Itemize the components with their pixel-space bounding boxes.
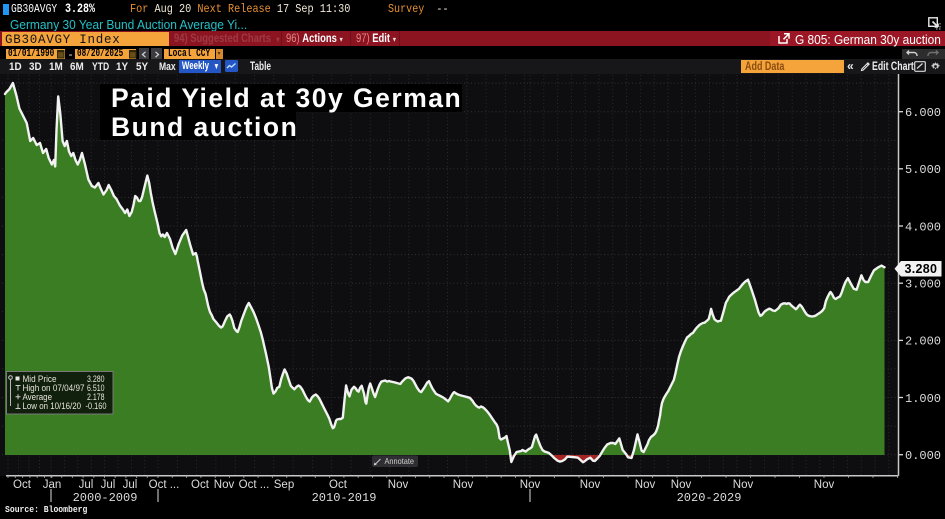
- svg-text:2.178: 2.178: [87, 392, 105, 402]
- svg-text:6.000: 6.000: [905, 106, 941, 120]
- svg-text:2020-2029: 2020-2029: [677, 491, 742, 505]
- svg-text:2.000: 2.000: [905, 335, 941, 349]
- svg-text:Oct: Oct: [329, 479, 348, 491]
- svg-text:Average: Average: [23, 392, 53, 402]
- svg-text:-0.160: -0.160: [86, 401, 107, 411]
- svg-text:Nov: Nov: [453, 479, 474, 491]
- svg-text:Oct ...: Oct ...: [149, 479, 180, 491]
- svg-text:Oct: Oct: [191, 479, 210, 491]
- svg-text:Nov: Nov: [580, 479, 601, 491]
- svg-text:Bund auction: Bund auction: [111, 112, 298, 142]
- svg-text:4.000: 4.000: [905, 220, 941, 234]
- svg-text:Mid Price: Mid Price: [23, 374, 57, 384]
- svg-text:Nov: Nov: [733, 479, 754, 491]
- svg-text:5.000: 5.000: [905, 163, 941, 177]
- svg-text:3.280: 3.280: [905, 262, 938, 276]
- svg-text:Paid Yield at 30y German: Paid Yield at 30y German: [111, 83, 462, 113]
- svg-text:2000-2009: 2000-2009: [73, 491, 138, 505]
- svg-text:Oct ...: Oct ...: [239, 479, 270, 491]
- svg-text:Nov: Nov: [635, 479, 656, 491]
- svg-text:Nov: Nov: [388, 479, 409, 491]
- svg-text:Nov: Nov: [814, 479, 835, 491]
- svg-text:Nov: Nov: [671, 479, 692, 491]
- svg-text:Oct: Oct: [13, 479, 32, 491]
- svg-text:6.510: 6.510: [87, 383, 105, 393]
- svg-text:0.000: 0.000: [905, 449, 941, 463]
- svg-text:Nov: Nov: [214, 479, 235, 491]
- svg-text:Low on 10/16/20: Low on 10/16/20: [23, 401, 82, 411]
- svg-text:High on 07/04/97: High on 07/04/97: [23, 383, 85, 393]
- svg-text:Jul: Jul: [123, 479, 138, 491]
- svg-text:2010-2019: 2010-2019: [312, 491, 377, 505]
- svg-text:Annotate: Annotate: [385, 456, 415, 466]
- svg-text:3.000: 3.000: [905, 278, 941, 292]
- svg-text:Jul: Jul: [79, 479, 94, 491]
- svg-text:1.000: 1.000: [905, 392, 941, 406]
- svg-text:Jul: Jul: [101, 479, 116, 491]
- svg-text:Jan: Jan: [43, 479, 62, 491]
- svg-text:Nov: Nov: [520, 479, 541, 491]
- svg-text:Sep: Sep: [274, 479, 294, 491]
- svg-text:3.280: 3.280: [87, 374, 105, 384]
